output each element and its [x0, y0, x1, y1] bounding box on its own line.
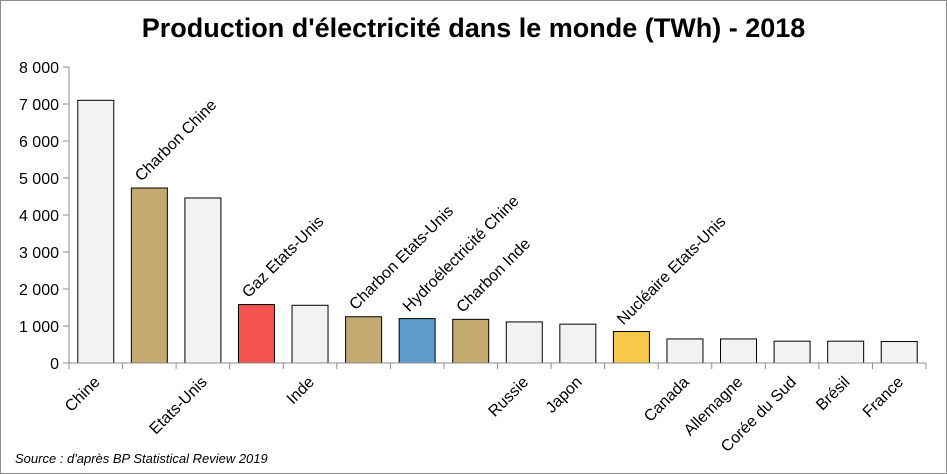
- bar: [291, 304, 329, 364]
- bars: [77, 99, 918, 364]
- bar: [880, 341, 918, 364]
- bar: [130, 187, 168, 364]
- bar: [398, 318, 436, 364]
- category-label: Etats-Unis: [147, 374, 211, 438]
- y-tick-label: 5 000: [19, 171, 59, 188]
- category-labels: Chine Etats-Unis Inde Russie Japon CanadaAlle…: [62, 374, 907, 456]
- bar: [827, 340, 865, 364]
- category-label: France: [860, 374, 907, 421]
- bar: [452, 318, 490, 364]
- bar: [345, 316, 383, 364]
- source-note: Source : d'après BP Statistical Review 2…: [15, 451, 268, 466]
- y-tick-label: 2 000: [19, 282, 59, 299]
- y-tick-label: 0: [50, 356, 59, 373]
- bar: [612, 331, 650, 364]
- y-tick-label: 8 000: [19, 60, 59, 77]
- category-label: Chine: [62, 374, 104, 416]
- bar: [666, 338, 704, 364]
- y-tick-label: 7 000: [19, 97, 59, 114]
- bar: [773, 340, 811, 364]
- x-axis: [68, 362, 927, 369]
- bar-annotation: Charbon Chine: [132, 97, 220, 185]
- category-label: Russie: [486, 374, 533, 421]
- bar: [720, 338, 758, 364]
- bar: [184, 197, 222, 364]
- y-tick-label: 6 000: [19, 134, 59, 151]
- y-tick-label: 4 000: [19, 208, 59, 225]
- bar: [559, 323, 597, 364]
- bar-annotation: Gaz Etats-Unis: [239, 213, 327, 301]
- category-label: Japon: [543, 374, 586, 417]
- y-axis: 0 1 000 2 000 3 000 4 000 5 000 6 000 7 000 8 00…: [19, 60, 70, 373]
- bar-annotation: Nucléaire Etats-Unis: [614, 213, 729, 328]
- category-label: Canada: [641, 374, 693, 426]
- bar: [505, 321, 543, 364]
- bar: [77, 99, 115, 364]
- y-tick-label: 3 000: [19, 245, 59, 262]
- chart-title: Production d'électricité dans le monde (…: [141, 13, 806, 43]
- category-label: Inde: [284, 374, 318, 408]
- y-tick-label: 1 000: [19, 319, 59, 336]
- category-label: Brésil: [813, 374, 853, 414]
- bar: [237, 304, 275, 364]
- bar-annotation: Charbon Etats-Unis: [346, 203, 457, 314]
